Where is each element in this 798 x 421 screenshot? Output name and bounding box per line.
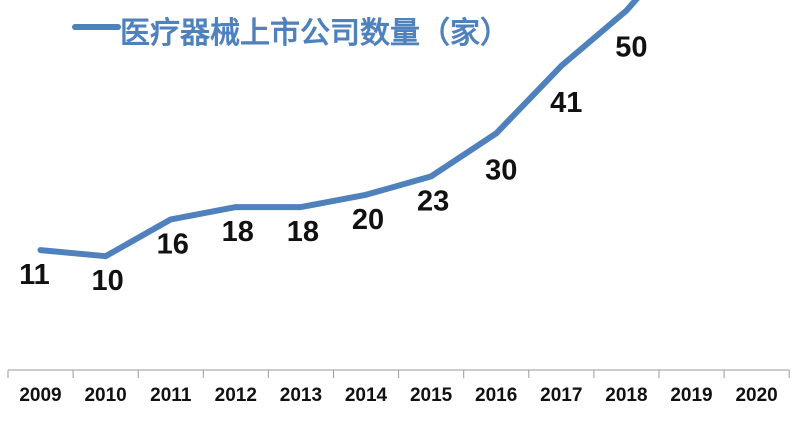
data-label: 23 [417,185,449,217]
data-label: 18 [287,216,319,248]
data-labels: 111016181820233041506270 [19,32,647,298]
x-tick-label: 2014 [345,385,388,406]
data-label: 11 [19,259,50,291]
legend-label: 医疗器械上市公司数量（家） [120,16,510,51]
x-tick-label: 2016 [475,385,517,406]
x-tick-label: 2012 [215,385,257,406]
legend: 医疗器械上市公司数量（家） [72,16,510,51]
data-label: 16 [157,228,189,260]
data-label: 30 [485,154,517,186]
x-tick-label: 2020 [735,385,777,406]
data-label: 18 [222,216,254,248]
x-axis [7,369,790,378]
series-line [37,0,640,260]
x-tick-labels: 2009 2010 2011 2012 2013 2014 2015 2016 2017 2018… [19,385,777,406]
data-label: 41 [550,87,582,119]
x-tick-label: 2009 [19,385,61,406]
x-tick-label: 2013 [280,385,322,406]
x-tick-label: 2018 [605,385,647,406]
data-label: 20 [352,204,384,236]
x-tick-label: 2017 [540,385,582,406]
x-tick-label: 2015 [410,385,453,406]
data-label: 10 [91,265,123,297]
x-tick-label: 2011 [150,385,192,406]
x-tick-label: 2019 [670,385,712,406]
series-group [37,0,640,260]
x-tick-label: 2010 [84,385,126,406]
data-label: 50 [615,32,647,64]
